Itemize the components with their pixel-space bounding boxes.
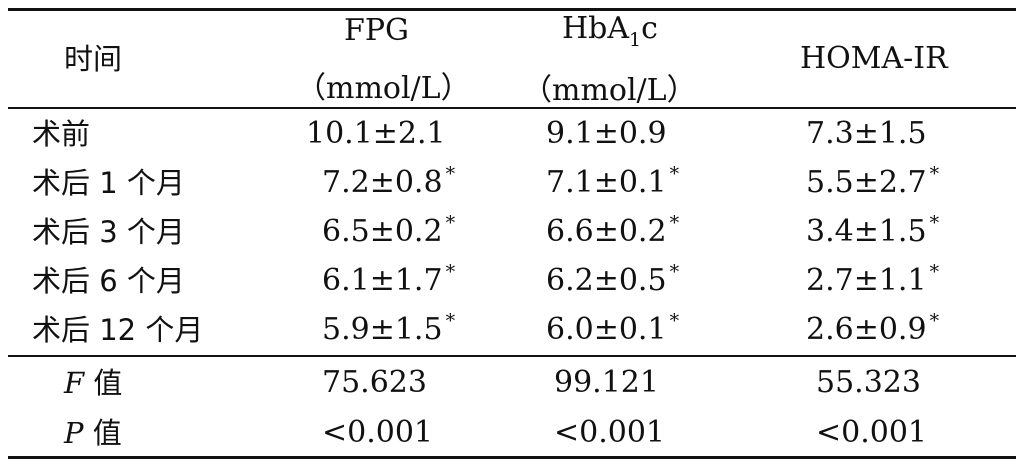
header-fpg: FPG bbox=[344, 13, 409, 48]
stat-label-p: P 值 bbox=[64, 416, 122, 450]
row-hba1c: 6.2±0.5 * bbox=[546, 261, 680, 298]
row-time: 术后 3 个月 bbox=[32, 215, 185, 249]
stat-f-fpg: 75.623 bbox=[322, 365, 427, 400]
stat-label-f: F 值 bbox=[64, 366, 123, 400]
row-homa-ir: 2.7±1.1 * bbox=[806, 261, 940, 298]
header-rule bbox=[8, 107, 1016, 109]
header-fpg-unit: （mmol/L） bbox=[296, 71, 471, 106]
row-hba1c: 6.6±0.2 * bbox=[546, 212, 680, 249]
row-hba1c: 7.1±0.1 * bbox=[546, 163, 680, 200]
row-homa-ir: 3.4±1.5 * bbox=[806, 212, 940, 249]
top-rule bbox=[8, 8, 1016, 11]
stat-f-homa-ir: 55.323 bbox=[816, 365, 921, 400]
header-hba1c-subscript: 1 bbox=[629, 29, 642, 51]
row-hba1c: 9.1±0.9 bbox=[546, 116, 667, 151]
row-time: 术后 6 个月 bbox=[32, 264, 185, 298]
stat-p-fpg: <0.001 bbox=[322, 415, 434, 450]
row-time: 术后 1 个月 bbox=[32, 166, 185, 200]
row-time: 术后 12 个月 bbox=[32, 313, 204, 347]
row-fpg: 6.1±1.7 * bbox=[322, 261, 456, 298]
row-fpg: 6.5±0.2 * bbox=[322, 212, 456, 249]
row-homa-ir: 2.6±0.9 * bbox=[806, 310, 940, 347]
row-fpg: 7.2±0.8 * bbox=[322, 163, 456, 200]
header-hba1c-suffix: c bbox=[641, 11, 658, 46]
header-time: 时间 bbox=[64, 42, 123, 76]
stat-p-hba1c: <0.001 bbox=[554, 415, 666, 450]
stat-p-homa-ir: <0.001 bbox=[816, 415, 928, 450]
row-fpg: 10.1±2.1 bbox=[306, 116, 446, 151]
row-fpg: 5.9±1.5 * bbox=[322, 310, 456, 347]
row-hba1c: 6.0±0.1 * bbox=[546, 310, 680, 347]
stat-f-hba1c: 99.121 bbox=[554, 365, 659, 400]
stats-separator-rule bbox=[8, 355, 1016, 357]
header-homa-ir: HOMA-IR bbox=[800, 41, 948, 76]
header-hba1c: HbA1c bbox=[562, 11, 658, 52]
header-hba1c-unit: （mmol/L） bbox=[522, 73, 697, 108]
bottom-rule bbox=[8, 456, 1016, 459]
row-homa-ir: 5.5±2.7 * bbox=[806, 163, 940, 200]
header-hba1c-prefix: HbA bbox=[562, 11, 630, 46]
row-time: 术前 bbox=[32, 117, 91, 151]
row-homa-ir: 7.3±1.5 bbox=[806, 116, 927, 151]
